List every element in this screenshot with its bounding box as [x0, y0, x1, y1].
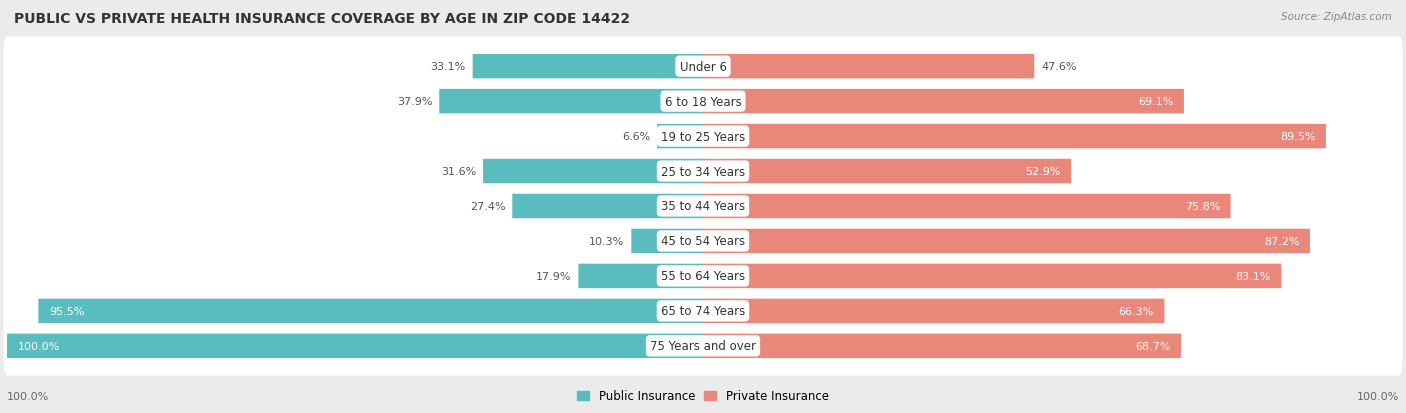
Text: 69.1%: 69.1% [1137, 97, 1174, 107]
FancyBboxPatch shape [4, 212, 1402, 271]
FancyBboxPatch shape [4, 247, 1402, 306]
Text: 68.7%: 68.7% [1135, 341, 1171, 351]
Text: PUBLIC VS PRIVATE HEALTH INSURANCE COVERAGE BY AGE IN ZIP CODE 14422: PUBLIC VS PRIVATE HEALTH INSURANCE COVER… [14, 12, 630, 26]
FancyBboxPatch shape [7, 334, 703, 358]
Text: 55 to 64 Years: 55 to 64 Years [661, 270, 745, 283]
FancyBboxPatch shape [484, 159, 703, 184]
Text: 65 to 74 Years: 65 to 74 Years [661, 305, 745, 318]
FancyBboxPatch shape [703, 334, 1181, 358]
FancyBboxPatch shape [703, 125, 1326, 149]
FancyBboxPatch shape [38, 299, 703, 323]
FancyBboxPatch shape [578, 264, 703, 288]
FancyBboxPatch shape [631, 229, 703, 254]
Text: 95.5%: 95.5% [49, 306, 84, 316]
FancyBboxPatch shape [4, 107, 1402, 166]
FancyBboxPatch shape [4, 282, 1402, 341]
Text: 33.1%: 33.1% [430, 62, 465, 72]
Text: 100.0%: 100.0% [17, 341, 59, 351]
Text: 35 to 44 Years: 35 to 44 Years [661, 200, 745, 213]
Text: 6.6%: 6.6% [621, 132, 650, 142]
Text: 87.2%: 87.2% [1264, 236, 1299, 247]
Text: Source: ZipAtlas.com: Source: ZipAtlas.com [1281, 12, 1392, 22]
Text: 19 to 25 Years: 19 to 25 Years [661, 130, 745, 143]
FancyBboxPatch shape [703, 299, 1164, 323]
Text: 100.0%: 100.0% [1357, 391, 1399, 401]
Text: 47.6%: 47.6% [1042, 62, 1077, 72]
FancyBboxPatch shape [4, 177, 1402, 236]
FancyBboxPatch shape [703, 55, 1035, 79]
Text: 6 to 18 Years: 6 to 18 Years [665, 95, 741, 108]
Text: 45 to 54 Years: 45 to 54 Years [661, 235, 745, 248]
Text: 52.9%: 52.9% [1025, 166, 1060, 177]
Legend: Public Insurance, Private Insurance: Public Insurance, Private Insurance [572, 385, 834, 407]
Text: 75 Years and over: 75 Years and over [650, 339, 756, 352]
FancyBboxPatch shape [657, 125, 703, 149]
Text: 10.3%: 10.3% [589, 236, 624, 247]
FancyBboxPatch shape [703, 90, 1184, 114]
FancyBboxPatch shape [703, 229, 1310, 254]
Text: 66.3%: 66.3% [1119, 306, 1154, 316]
FancyBboxPatch shape [703, 159, 1071, 184]
Text: 25 to 34 Years: 25 to 34 Years [661, 165, 745, 178]
Text: 75.8%: 75.8% [1185, 202, 1220, 211]
FancyBboxPatch shape [703, 194, 1230, 219]
FancyBboxPatch shape [439, 90, 703, 114]
FancyBboxPatch shape [4, 72, 1402, 131]
FancyBboxPatch shape [4, 142, 1402, 201]
Text: 37.9%: 37.9% [396, 97, 432, 107]
Text: 89.5%: 89.5% [1279, 132, 1316, 142]
FancyBboxPatch shape [4, 37, 1402, 97]
Text: 31.6%: 31.6% [441, 166, 477, 177]
FancyBboxPatch shape [4, 316, 1402, 376]
Text: 17.9%: 17.9% [536, 271, 571, 281]
Text: Under 6: Under 6 [679, 61, 727, 74]
FancyBboxPatch shape [703, 264, 1281, 288]
Text: 83.1%: 83.1% [1236, 271, 1271, 281]
FancyBboxPatch shape [472, 55, 703, 79]
Text: 100.0%: 100.0% [7, 391, 49, 401]
Text: 27.4%: 27.4% [470, 202, 505, 211]
FancyBboxPatch shape [512, 194, 703, 219]
